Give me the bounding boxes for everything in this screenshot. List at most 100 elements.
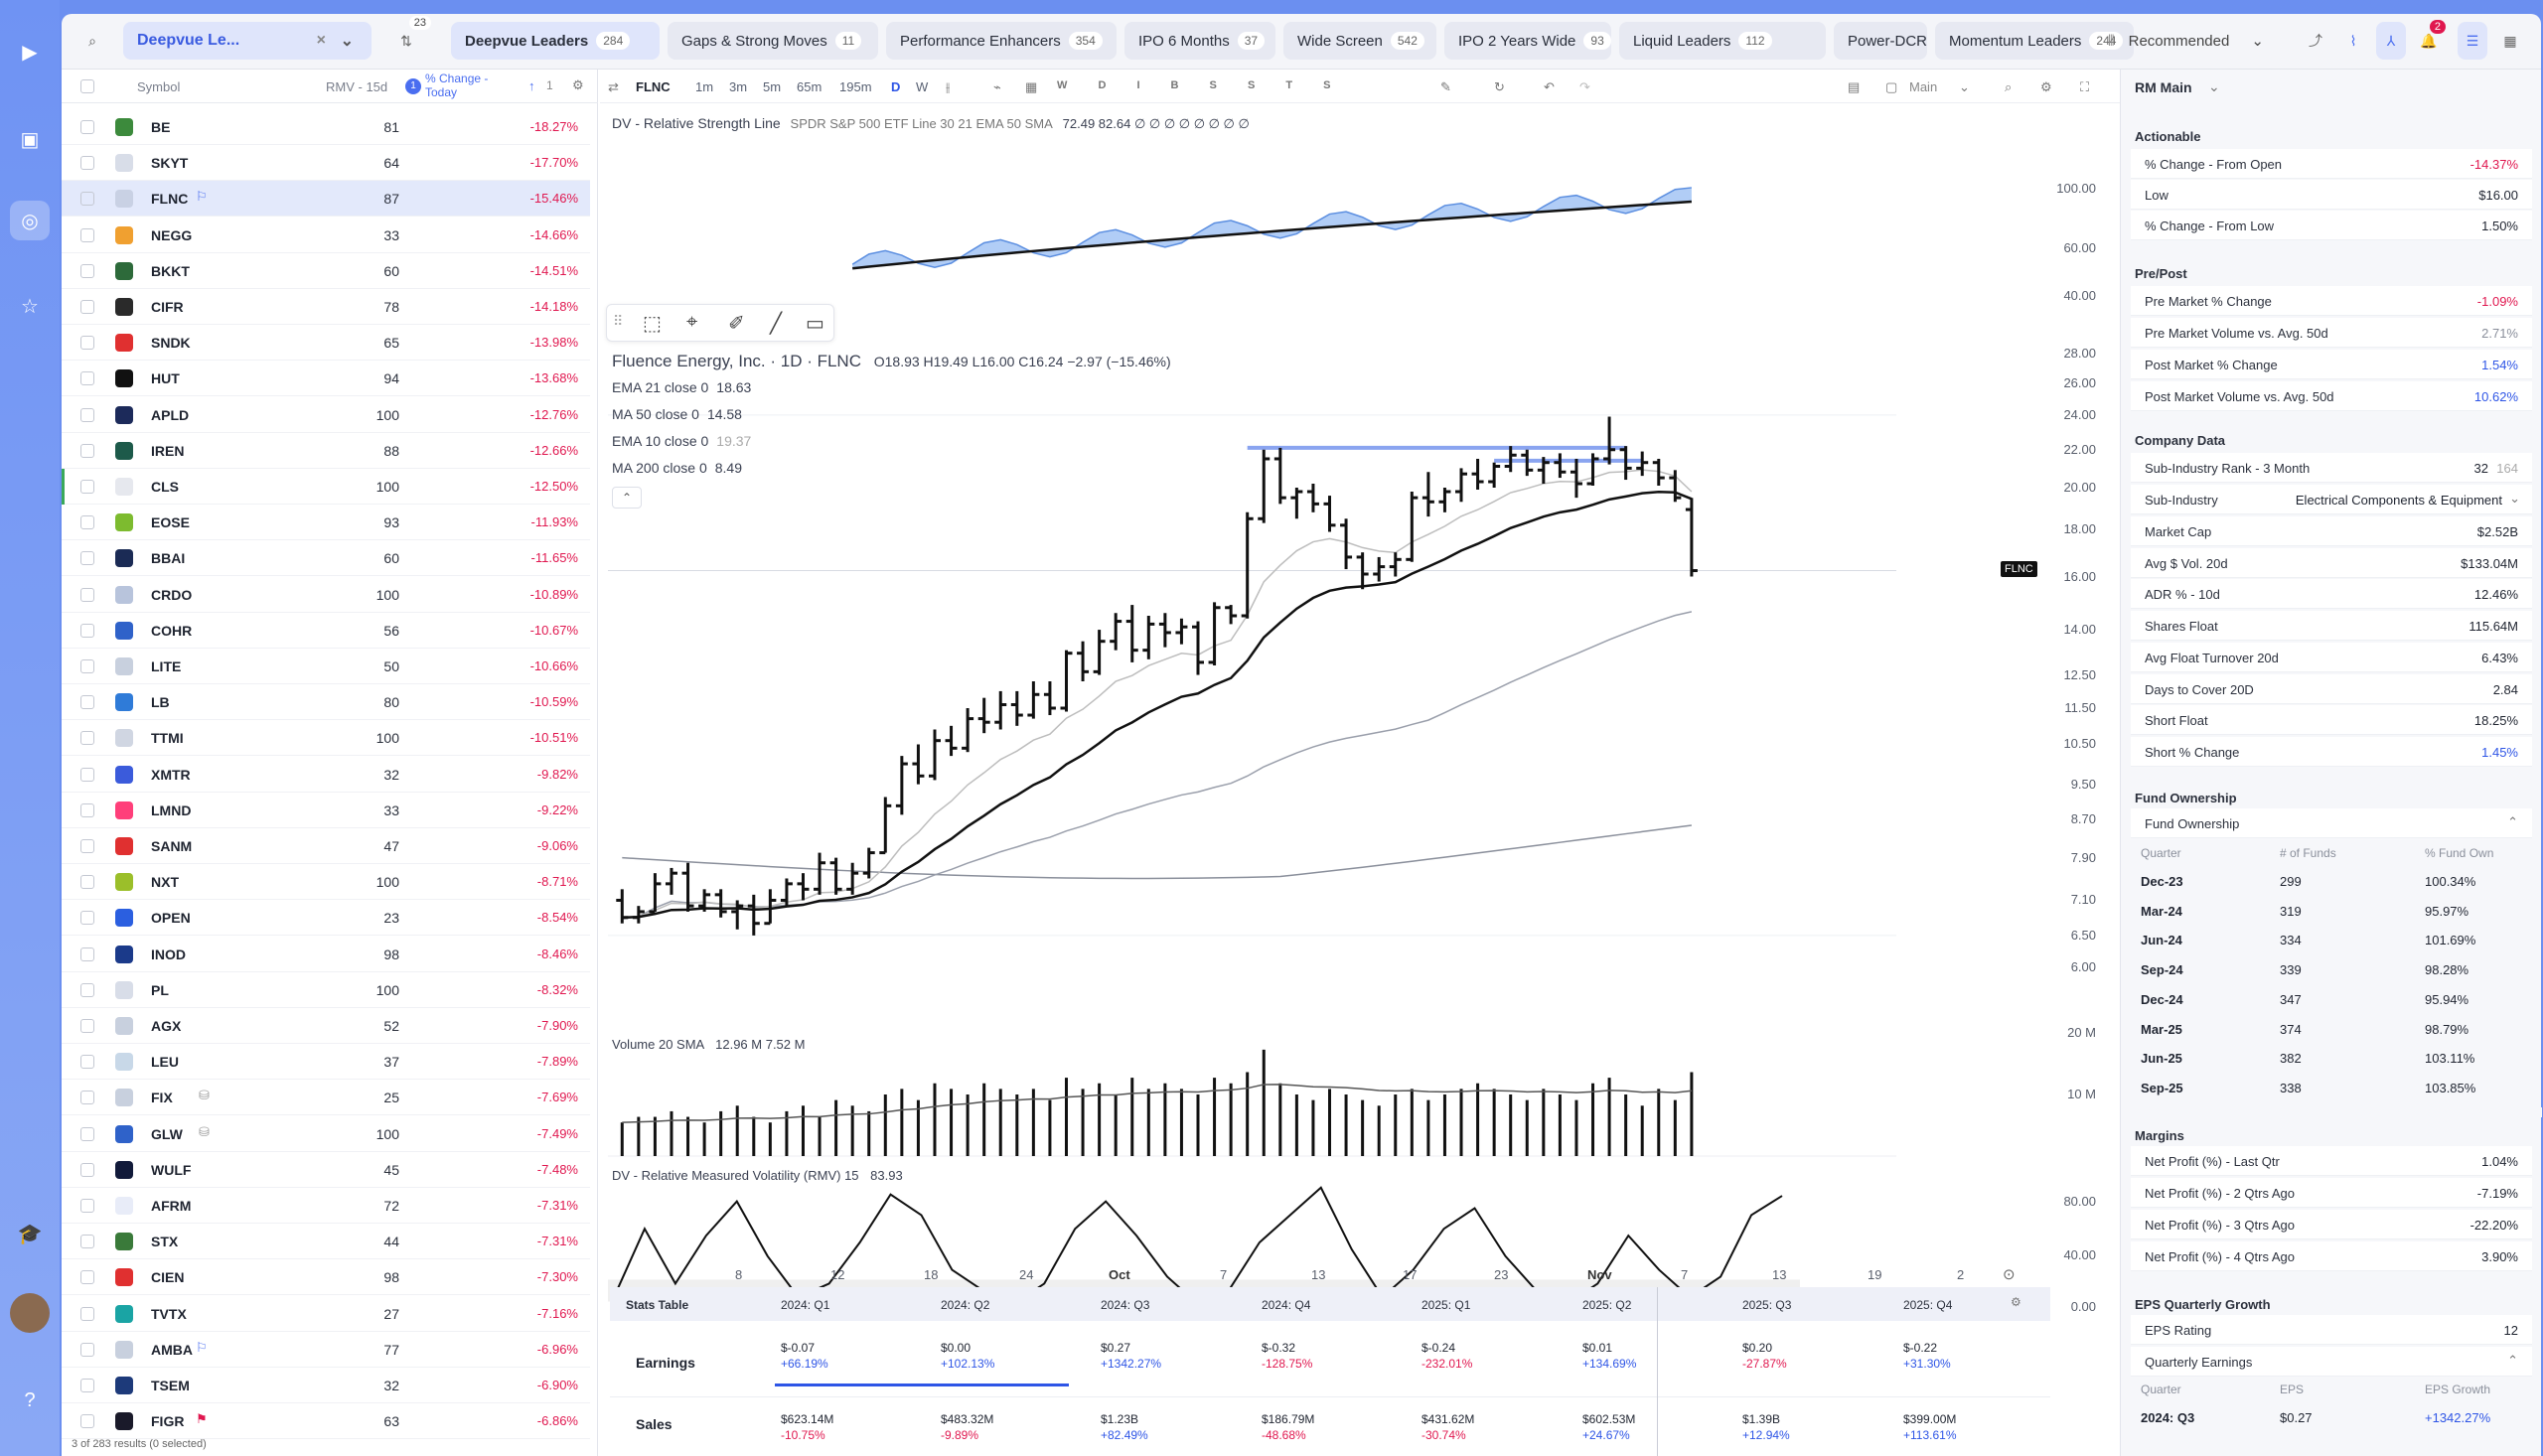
- watchlist-row[interactable]: FIGR ⚑ 63 -6.86%: [62, 1403, 590, 1440]
- data-row[interactable]: Short Float 18.25%: [2131, 705, 2532, 736]
- data-row[interactable]: Post Market Volume vs. Avg. 50d 10.62%: [2131, 381, 2532, 411]
- data-row[interactable]: Market Cap $2.52B: [2131, 516, 2532, 546]
- row-checkbox[interactable]: [80, 1270, 94, 1285]
- data-row[interactable]: ADR % - 10d 12.46%: [2131, 579, 2532, 610]
- chevron-down-icon[interactable]: ⌄: [2208, 78, 2220, 94]
- watchlist-selector[interactable]: Deepvue Le... × ⌄: [123, 22, 372, 60]
- layout-selector[interactable]: ⦀ Recommended ⌄: [2100, 22, 2279, 60]
- watchlist-row[interactable]: TSEM 32 -6.90%: [62, 1368, 590, 1403]
- watchlist-row[interactable]: LB 80 -10.59%: [62, 684, 590, 721]
- settings-icon[interactable]: ⚙: [2040, 79, 2052, 94]
- row-checkbox[interactable]: [80, 802, 94, 817]
- eps-rating-row[interactable]: EPS Rating 12: [2131, 1315, 2532, 1345]
- watchlist-row[interactable]: APLD 100 -12.76%: [62, 397, 590, 433]
- chevron-down-icon[interactable]: ⌄: [340, 33, 354, 50]
- search-icon[interactable]: ⌕: [88, 32, 96, 49]
- tab-ipo-2-years-wide[interactable]: IPO 2 Years Wide 93: [1444, 22, 1611, 60]
- tab-ipo-6-months[interactable]: IPO 6 Months 37: [1124, 22, 1275, 60]
- collapse-legend-button[interactable]: ⌃: [612, 487, 642, 509]
- col-symbol[interactable]: Symbol: [137, 79, 181, 94]
- col-rmv[interactable]: RMV - 15d: [326, 79, 388, 94]
- sort-asc-icon[interactable]: ↑: [528, 78, 535, 93]
- watchlist-row[interactable]: CIFR 78 -14.18%: [62, 289, 590, 325]
- share-icon[interactable]: ⤴: [2309, 33, 2322, 49]
- row-checkbox[interactable]: [80, 1162, 94, 1177]
- row-checkbox[interactable]: [80, 875, 94, 890]
- tab-wide-screen[interactable]: Wide Screen 542: [1283, 22, 1436, 60]
- help-icon[interactable]: ?: [24, 1388, 36, 1411]
- row-checkbox[interactable]: [80, 1342, 94, 1357]
- chevron-down-icon[interactable]: ⌄: [2509, 491, 2520, 506]
- row-checkbox[interactable]: [80, 911, 94, 926]
- stats-settings-icon[interactable]: ⚙: [2011, 1295, 2021, 1309]
- sub-industry-rank-row[interactable]: Sub-Industry Rank - 3 Month 32 164: [2131, 453, 2532, 483]
- watchlist-row[interactable]: LMND 33 -9.22%: [62, 793, 590, 828]
- interval-W[interactable]: W: [916, 79, 929, 94]
- row-checkbox[interactable]: [80, 407, 94, 422]
- watchlist-row[interactable]: TTMI 100 -10.51%: [62, 720, 590, 757]
- zoom-icon[interactable]: ⌕: [2005, 79, 2013, 94]
- redo-icon[interactable]: ↷: [1579, 79, 1590, 94]
- chart-line-icon[interactable]: ⌇: [2349, 32, 2357, 49]
- watchlist-row[interactable]: SNDK 65 -13.98%: [62, 325, 590, 362]
- fund-ownership-header[interactable]: Fund Ownership ⌃: [2131, 808, 2532, 838]
- interval-D[interactable]: D: [891, 79, 901, 94]
- play-icon[interactable]: ▶: [22, 41, 38, 64]
- data-row[interactable]: Short % Change 1.45%: [2131, 736, 2532, 767]
- rectangle-tool-icon[interactable]: ⬚: [643, 313, 662, 335]
- data-row[interactable]: Net Profit (%) - 3 Qtrs Ago -22.20%: [2131, 1210, 2532, 1239]
- data-row[interactable]: Post Market % Change 1.54%: [2131, 350, 2532, 379]
- brush-tool-icon[interactable]: ✐: [728, 313, 745, 335]
- trendline-tool-icon[interactable]: ╱: [770, 313, 783, 335]
- watchlist-row[interactable]: TVTX 27 -7.16%: [62, 1296, 590, 1332]
- row-checkbox[interactable]: [80, 551, 94, 566]
- refresh-icon[interactable]: ↻: [1494, 79, 1505, 94]
- watchlist-row[interactable]: BE 81 -18.27%: [62, 109, 590, 145]
- undo-icon[interactable]: ↶: [1544, 79, 1555, 94]
- row-checkbox[interactable]: [80, 1379, 94, 1392]
- chevron-down-icon[interactable]: ⌄: [1959, 79, 1970, 94]
- watchlist-row[interactable]: BBAI 60 -11.65%: [62, 540, 590, 577]
- row-checkbox[interactable]: [80, 731, 94, 746]
- watchlist-row[interactable]: NXT 100 -8.71%: [62, 864, 590, 901]
- watchlist-row[interactable]: LITE 50 -10.66%: [62, 649, 590, 684]
- watchlist-row[interactable]: SANM 47 -9.06%: [62, 828, 590, 864]
- row-checkbox[interactable]: [80, 1055, 94, 1070]
- grid-view-icon[interactable]: ▦: [2503, 32, 2517, 49]
- clear-icon[interactable]: ×: [316, 32, 326, 49]
- note-tool-icon[interactable]: ▭: [806, 313, 824, 335]
- fullscreen-icon[interactable]: ⛶: [2080, 79, 2090, 94]
- compare-icon[interactable]: ⇄: [608, 79, 619, 94]
- watchlist-row[interactable]: FIX ⛁ 25 -7.69%: [62, 1080, 590, 1116]
- row-checkbox[interactable]: [80, 623, 94, 638]
- chart-bar-icon[interactable]: ⅄: [2376, 22, 2406, 60]
- watchlist-row[interactable]: BKKT 60 -14.51%: [62, 253, 590, 289]
- row-checkbox[interactable]: [80, 1091, 94, 1105]
- row-checkbox[interactable]: [80, 659, 94, 673]
- watchlist-row[interactable]: WULF 45 -7.48%: [62, 1152, 590, 1188]
- interval-3m[interactable]: 3m: [729, 79, 748, 94]
- tab-liquid-leaders[interactable]: Liquid Leaders 112: [1619, 22, 1826, 60]
- watchlist-row[interactable]: AFRM 72 -7.31%: [62, 1188, 590, 1224]
- data-row[interactable]: Net Profit (%) - 4 Qtrs Ago 3.90%: [2131, 1241, 2532, 1271]
- watchlist-row[interactable]: SKYT 64 -17.70%: [62, 145, 590, 182]
- chart-layout-label[interactable]: Main: [1909, 79, 1938, 94]
- watchlist-row[interactable]: COHR 56 -10.67%: [62, 613, 590, 649]
- row-checkbox[interactable]: [80, 695, 94, 710]
- tab-gaps-strong-moves[interactable]: Gaps & Strong Moves 11: [668, 22, 878, 60]
- data-row[interactable]: Pre Market Volume vs. Avg. 50d 2.71%: [2131, 318, 2532, 348]
- gear-icon[interactable]: ⚙: [572, 77, 584, 92]
- flag-icon[interactable]: ⚐: [196, 1339, 208, 1355]
- pencil-icon[interactable]: ✎: [1440, 79, 1451, 94]
- chevron-up-icon[interactable]: ⌃: [2507, 1353, 2518, 1368]
- watchlist-row[interactable]: AMBA ⚐ 77 -6.96%: [62, 1332, 590, 1368]
- layout-icon[interactable]: ▣: [20, 128, 40, 151]
- row-checkbox[interactable]: [80, 336, 94, 351]
- flag-icon[interactable]: ⚐: [196, 189, 208, 205]
- filter-icon[interactable]: ⇅ 23: [383, 16, 431, 60]
- list-view-icon[interactable]: ☰: [2458, 22, 2487, 60]
- watchlist-row[interactable]: PL 100 -8.32%: [62, 972, 590, 1008]
- bell-icon[interactable]: 🔔 2: [2414, 20, 2446, 60]
- interval-65m[interactable]: 65m: [797, 79, 823, 94]
- chart-type-icon[interactable]: ⌁: [993, 79, 1001, 94]
